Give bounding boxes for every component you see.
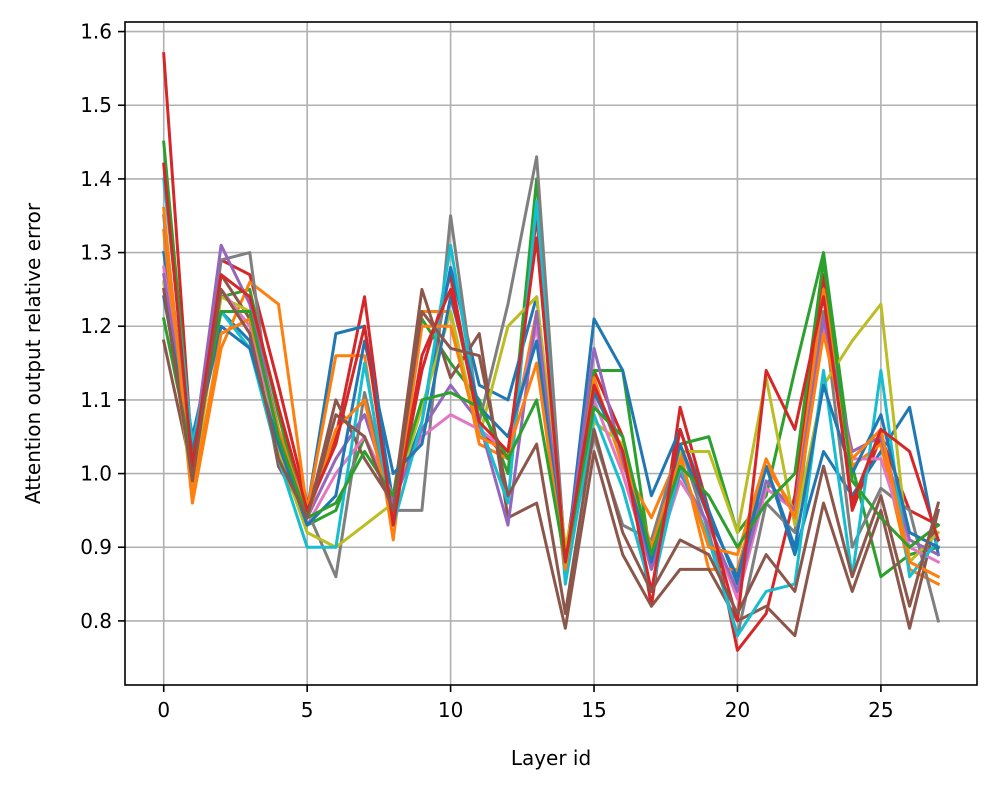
y-tick-label: 1.6 [80, 20, 112, 44]
x-tick-label: 20 [725, 698, 750, 722]
x-tick-label: 5 [301, 698, 314, 722]
x-tick-label: 0 [157, 698, 170, 722]
y-tick-label: 0.9 [80, 535, 112, 559]
y-tick-label: 1.0 [80, 462, 112, 486]
y-tick-label: 1.3 [80, 241, 112, 265]
x-tick-label: 10 [438, 698, 463, 722]
x-axis-label: Layer id [511, 746, 591, 770]
x-tick-label: 25 [868, 698, 893, 722]
y-tick-label: 1.5 [80, 93, 112, 117]
y-axis-label: Attention output relative error [21, 202, 45, 504]
axis-ticks: 0 5 10 15 20 25 0.8 0.9 1.0 1.1 1.2 1.3 1.4 1.5 1.6 [80, 20, 893, 722]
y-tick-label: 1.4 [80, 167, 112, 191]
series-line [162, 280, 941, 571]
plot-frame [124, 21, 978, 686]
series-line [162, 162, 941, 623]
y-tick-label: 1.2 [80, 314, 112, 338]
series-lines [161, 52, 941, 652]
series-line [162, 287, 941, 616]
x-tick-label: 15 [581, 698, 606, 722]
y-tick-label: 0.8 [80, 609, 112, 633]
y-tick-label: 1.1 [80, 388, 112, 412]
series-line [161, 295, 941, 579]
grid [125, 22, 977, 685]
